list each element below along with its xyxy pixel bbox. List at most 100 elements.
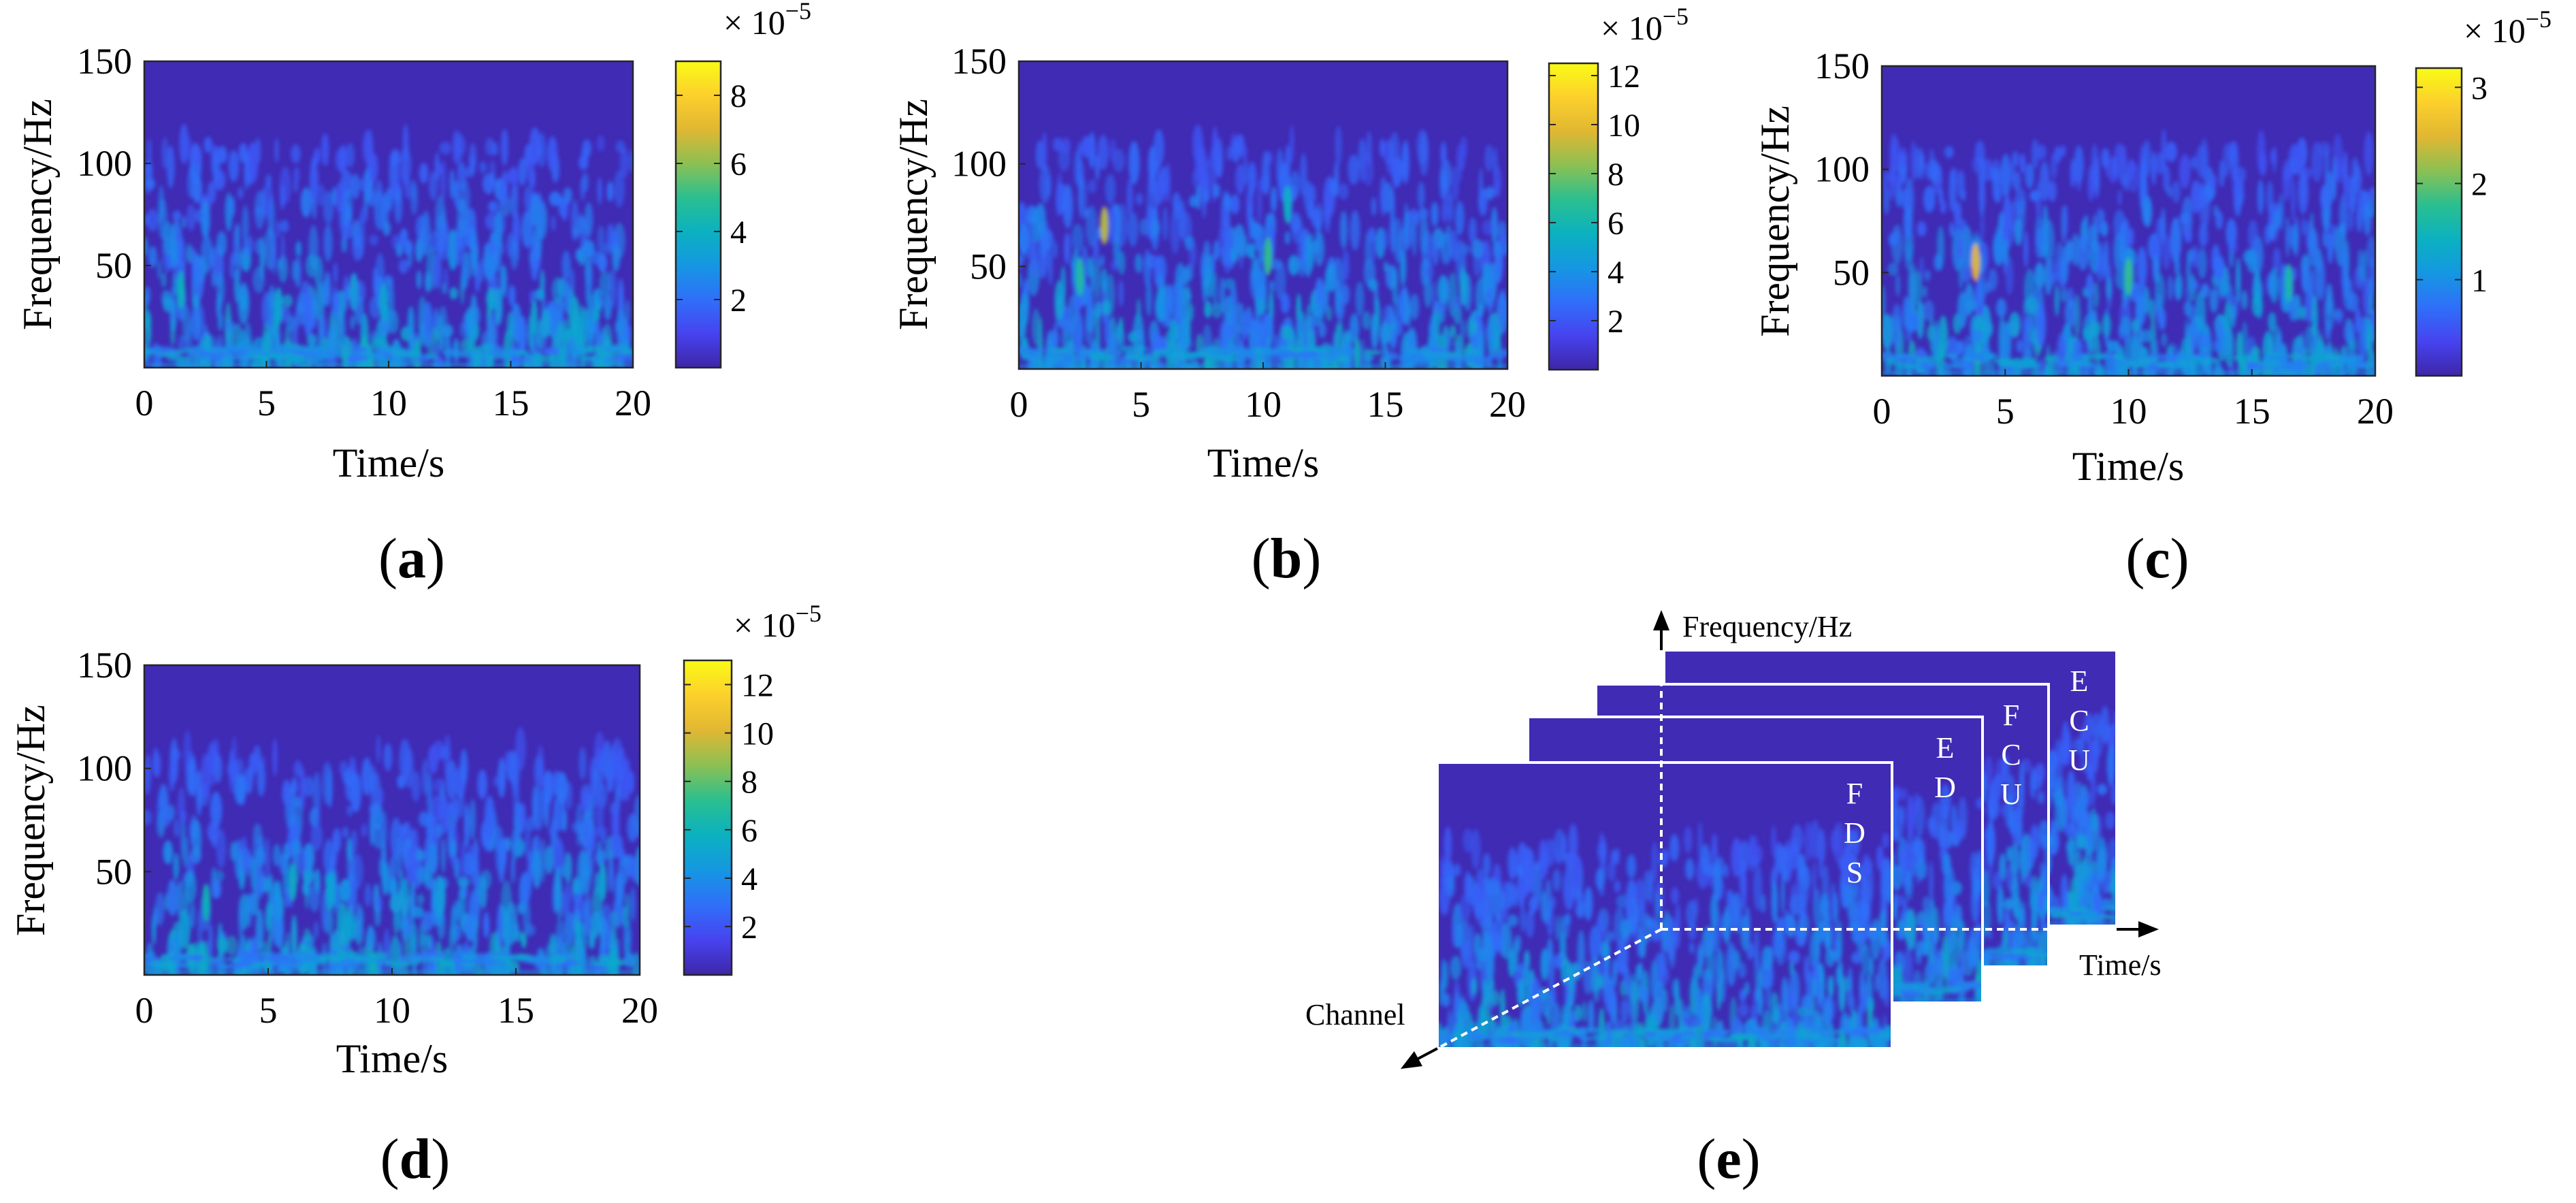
colorbar-tick-label: 8 xyxy=(1608,157,1624,193)
spectrogram-cell xyxy=(1143,249,1152,287)
low-band-cell xyxy=(2193,353,2212,358)
spectrogram-cell xyxy=(2199,185,2211,229)
spectrogram-cell xyxy=(484,795,495,840)
spectrogram-cell xyxy=(478,258,485,283)
spectrogram-cell xyxy=(2200,334,2212,348)
spectrogram-cell xyxy=(2091,713,2103,739)
spectrogram-cell xyxy=(1226,146,1233,161)
x-tick-label: 20 xyxy=(2357,391,2394,432)
spectrogram-cell xyxy=(1935,949,1944,979)
spectrogram-cell xyxy=(255,238,263,255)
low-band-cell xyxy=(229,961,253,968)
low-band-cell xyxy=(1051,347,1070,353)
spectrogram-cell xyxy=(238,897,244,939)
spectrogram-cell xyxy=(2140,157,2147,200)
hotspot xyxy=(1100,206,1109,245)
spectrogram-cell xyxy=(350,830,357,854)
spectrogram-cell xyxy=(2358,316,2368,361)
x-tick-label: 5 xyxy=(1996,391,2015,432)
spectrogram-cell xyxy=(389,877,398,899)
spectrogram-cell xyxy=(191,145,202,165)
spectrogram-cell xyxy=(2366,236,2375,269)
spectrogram-cell xyxy=(1895,174,1903,191)
spectrogram-cell xyxy=(1210,253,1216,274)
spectrogram-cell xyxy=(2080,725,2089,741)
low-band-cell xyxy=(1124,354,1152,361)
spectrogram-cell xyxy=(312,196,316,220)
spectrogram-cell xyxy=(583,240,596,258)
spectrogram-cell xyxy=(2061,246,2069,284)
spectrogram-cell xyxy=(2012,789,2024,803)
low-band-cell xyxy=(406,953,436,959)
low-band-cell xyxy=(1920,362,1934,368)
spectrogram-cell xyxy=(1433,236,1439,266)
spectrogram-cell xyxy=(1992,871,2003,890)
colorbar-tick-label: 12 xyxy=(741,668,774,704)
spectrogram-cell xyxy=(2062,729,2072,766)
spectrogram-cell xyxy=(463,852,474,877)
spectrogram-cell xyxy=(2215,210,2223,230)
spectrogram-cell xyxy=(243,238,248,259)
spectrogram-cell xyxy=(186,321,193,368)
spectrogram-cell xyxy=(415,849,425,862)
spectrogram-cell xyxy=(208,924,213,960)
x-ticks-c: 0 5 10 15 20 xyxy=(1873,369,2394,432)
spectrogram-d xyxy=(144,665,640,975)
spectrogram-cell xyxy=(342,343,348,368)
spectrogram-cell xyxy=(144,286,150,304)
spectrogram-cell xyxy=(350,315,355,330)
spectrogram-cell xyxy=(1189,195,1198,208)
spectrogram-cell xyxy=(1097,134,1109,170)
spectrogram-cell xyxy=(1349,313,1360,343)
spectrogram-cell xyxy=(1461,244,1471,255)
spectrogram-cell xyxy=(189,756,197,797)
spectrogram-cell xyxy=(2101,148,2109,168)
spectrogram-cell xyxy=(1262,150,1271,196)
spectrogram-cell xyxy=(2191,245,2200,269)
spectrogram-cell xyxy=(537,132,547,168)
spectrogram-cell xyxy=(2198,223,2208,247)
spectrogram-cell xyxy=(1996,298,2007,318)
spectrogram-cell xyxy=(1419,132,1429,176)
low-band-cell xyxy=(2112,363,2128,370)
spectrogram-cell xyxy=(582,819,591,850)
spectrogram-cell xyxy=(595,850,606,865)
x-tick-label: 15 xyxy=(1367,384,1404,425)
spectrogram-cell xyxy=(1258,246,1264,263)
spectrogram-cell xyxy=(1064,232,1071,265)
spectrogram-cell xyxy=(2025,163,2034,189)
spectrogram-cell xyxy=(561,250,571,280)
spectrogram-cell xyxy=(438,223,444,261)
x-tick-label: 10 xyxy=(2110,391,2147,432)
spectrogram-cell xyxy=(1339,210,1348,249)
spectrogram-cell xyxy=(1360,338,1365,369)
spectrogram-cell xyxy=(436,163,443,176)
spectrogram-cell xyxy=(144,961,148,972)
x-tick-label: 15 xyxy=(498,990,534,1031)
spectrogram-cell xyxy=(460,338,472,353)
spectrogram-cell xyxy=(225,192,233,231)
spectrogram-cell xyxy=(525,924,536,937)
spectrogram-cell xyxy=(1257,180,1262,225)
spectrogram-cell xyxy=(163,840,173,865)
spectrogram-cell xyxy=(597,177,602,205)
spectrogram-cell xyxy=(1256,297,1267,315)
spectrogram-cell xyxy=(193,255,205,301)
spectrogram-cell xyxy=(449,840,457,857)
low-band-cell xyxy=(2053,359,2070,365)
low-band-cell xyxy=(514,357,530,362)
low-band-cell xyxy=(1466,356,1490,364)
spectrogram-cell xyxy=(2131,334,2139,376)
spectrogram-cell xyxy=(2054,285,2060,317)
hotspot xyxy=(494,287,503,325)
spectrogram-cell xyxy=(1922,300,1934,321)
spectrogram-cell xyxy=(1073,298,1084,310)
spectrogram-cell xyxy=(2209,173,2217,190)
low-band-cell xyxy=(268,347,294,353)
spectrogram-cell xyxy=(1300,153,1307,197)
spectrogram-cell xyxy=(346,805,353,816)
spectrogram-cell xyxy=(2195,291,2206,332)
spectrogram-cell xyxy=(314,920,319,940)
low-band-cell xyxy=(1950,357,1962,363)
spectrogram-cell xyxy=(1906,795,1915,839)
